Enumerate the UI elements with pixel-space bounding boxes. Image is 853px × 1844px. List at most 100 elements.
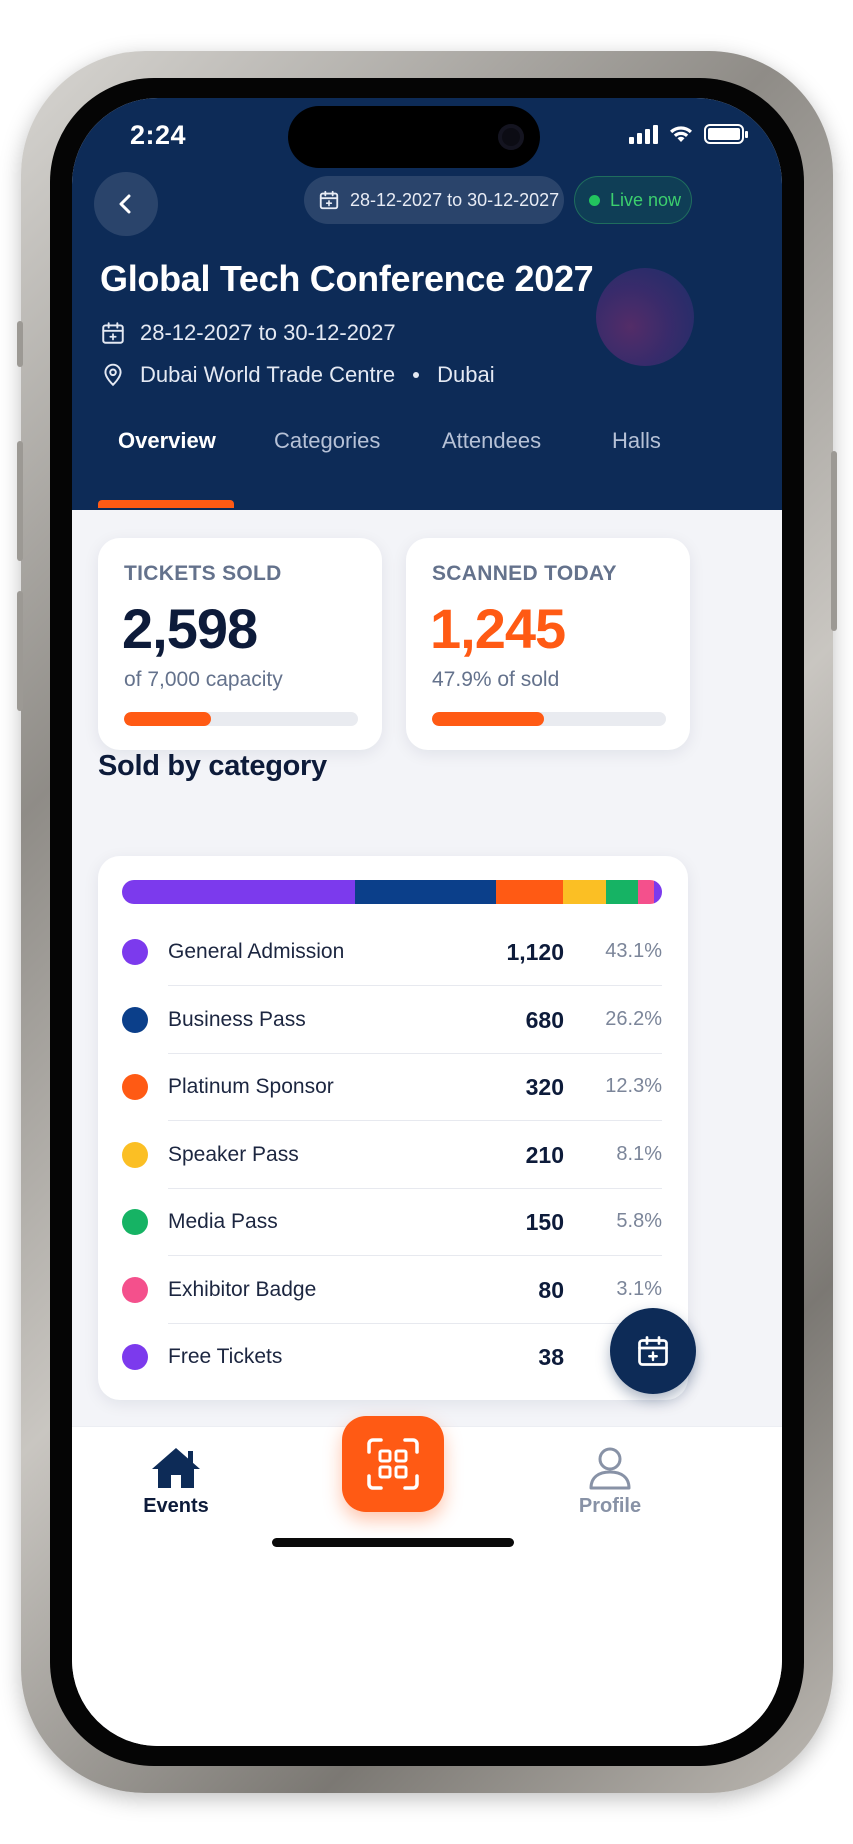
category-percent: 5.8% xyxy=(616,1210,662,1232)
home-indicator xyxy=(272,1538,514,1547)
category-stacked-bar xyxy=(122,880,662,904)
live-status-badge: Live now xyxy=(574,176,692,224)
nav-events-label: Events xyxy=(143,1495,209,1517)
category-color-dot xyxy=(122,1344,148,1370)
category-row[interactable]: Business Pass 680 26.2% xyxy=(122,986,662,1054)
category-color-dot xyxy=(122,1006,148,1033)
scanned-today-value: 1,245 xyxy=(430,597,566,660)
row-divider xyxy=(168,1187,662,1189)
category-name: Exhibitor Badge xyxy=(168,1277,317,1301)
category-color-dot xyxy=(122,1276,148,1303)
category-count: 680 xyxy=(525,1006,564,1033)
dynamic-island xyxy=(288,106,540,168)
category-row[interactable]: Speaker Pass 210 8.1% xyxy=(122,1121,662,1189)
event-avatar xyxy=(596,268,694,366)
category-breakdown-card: General Admission 1,120 43.1% Business Pass… xyxy=(98,856,688,1400)
event-title: Global Tech Conference 2027 xyxy=(100,258,594,299)
tickets-sold-card[interactable]: TICKETS SOLD 2,598 of 7,000 capacity xyxy=(98,538,382,750)
row-divider xyxy=(168,985,662,986)
category-name: Free Tickets xyxy=(168,1345,283,1368)
power-button xyxy=(831,451,837,631)
tickets-sold-progress xyxy=(124,712,358,726)
side-button xyxy=(17,321,23,367)
tickets-sold-value: 2,598 xyxy=(122,597,258,660)
phone-bezel: 2:24 xyxy=(50,78,804,1766)
category-percent: 26.2% xyxy=(605,1007,662,1030)
tab-overview[interactable]: Overview xyxy=(118,428,216,453)
event-tabs: Overview Categories Attendees Halls xyxy=(72,410,782,510)
live-dot xyxy=(589,194,600,206)
category-name: Business Pass xyxy=(168,1007,306,1031)
calendar-icon xyxy=(319,190,339,210)
category-count: 1,120 xyxy=(506,939,564,965)
category-count: 210 xyxy=(525,1141,564,1168)
event-dates-row: 28-12-2027 to 30-12-2027 xyxy=(100,320,396,346)
volume-up-button xyxy=(17,441,23,561)
volume-down-button xyxy=(17,591,23,711)
scanned-today-progress xyxy=(432,712,666,726)
section-title: Sold by category xyxy=(98,750,327,782)
user-icon xyxy=(589,1447,631,1490)
category-row[interactable]: Exhibitor Badge 80 3.1% xyxy=(122,1256,662,1324)
phone-frame: 2:24 xyxy=(17,51,837,1793)
row-divider xyxy=(168,1322,662,1324)
date-range-pill[interactable]: 28-12-2027 to 30-12-2027 xyxy=(304,176,564,224)
event-dates: 28-12-2027 to 30-12-2027 xyxy=(140,320,396,345)
category-row[interactable]: Platinum Sponsor 320 12.3% xyxy=(122,1053,662,1121)
category-color-dot xyxy=(122,1209,148,1235)
map-pin-icon xyxy=(104,363,122,387)
category-segment xyxy=(606,880,638,904)
scanned-today-progress-fill xyxy=(432,712,545,726)
event-header: 2:24 xyxy=(72,98,782,510)
category-count: 38 xyxy=(538,1344,564,1370)
category-segment xyxy=(496,880,563,904)
tickets-sold-label: TICKETS SOLD xyxy=(124,562,282,585)
event-venue: Dubai World Trade Centre xyxy=(140,362,396,387)
category-segment xyxy=(354,880,497,904)
chevron-left-icon xyxy=(119,194,131,214)
calendar-icon xyxy=(102,322,124,344)
category-percent: 8.1% xyxy=(616,1142,662,1165)
category-percent: 12.3% xyxy=(605,1075,662,1097)
category-row[interactable]: Media Pass 150 5.8% xyxy=(122,1188,662,1256)
event-location-row: Dubai World Trade Centre Dubai xyxy=(100,362,495,388)
calendar-add-icon xyxy=(638,1336,668,1366)
category-count: 320 xyxy=(525,1074,564,1100)
back-button[interactable] xyxy=(94,172,158,236)
category-segment xyxy=(122,880,355,904)
category-color-dot xyxy=(122,939,148,965)
add-event-fab[interactable] xyxy=(610,1308,696,1394)
tab-attendees[interactable]: Attendees xyxy=(442,428,542,453)
qr-scan-icon xyxy=(367,1438,419,1490)
date-range-text: 28-12-2027 to 30-12-2027 xyxy=(350,189,560,210)
row-divider xyxy=(168,1052,662,1054)
category-row[interactable]: General Admission 1,120 43.1% xyxy=(122,918,662,986)
tickets-sold-progress-fill xyxy=(124,712,211,726)
category-percent: 43.1% xyxy=(605,940,662,962)
category-segment xyxy=(654,880,662,904)
category-count: 80 xyxy=(538,1276,564,1303)
category-row[interactable]: Free Tickets 38 xyxy=(122,1323,662,1391)
scanned-today-card[interactable]: SCANNED TODAY 1,245 47.9% of sold xyxy=(406,538,690,750)
status-icons xyxy=(629,124,748,144)
category-segment xyxy=(562,880,607,904)
separator-dot xyxy=(413,372,420,378)
active-tab-indicator xyxy=(98,500,234,508)
category-name: Speaker Pass xyxy=(168,1142,299,1166)
tab-categories[interactable]: Categories xyxy=(274,428,381,453)
nav-events[interactable]: Events xyxy=(106,1445,246,1518)
row-divider xyxy=(168,1120,662,1121)
status-time: 2:24 xyxy=(130,120,187,150)
scan-qr-button[interactable] xyxy=(342,1416,444,1512)
wifi-icon xyxy=(670,126,692,142)
tickets-sold-capacity: of 7,000 capacity xyxy=(124,668,283,691)
scanned-today-percent: 47.9% of sold xyxy=(432,668,560,691)
category-count: 150 xyxy=(525,1209,564,1235)
live-label: Live now xyxy=(610,189,682,210)
tab-halls[interactable]: Halls xyxy=(612,428,661,453)
category-name: General Admission xyxy=(168,940,345,963)
nav-profile[interactable]: Profile xyxy=(540,1445,680,1518)
battery-icon xyxy=(704,124,748,144)
event-city: Dubai xyxy=(437,362,495,387)
scanned-today-label: SCANNED TODAY xyxy=(432,562,617,585)
